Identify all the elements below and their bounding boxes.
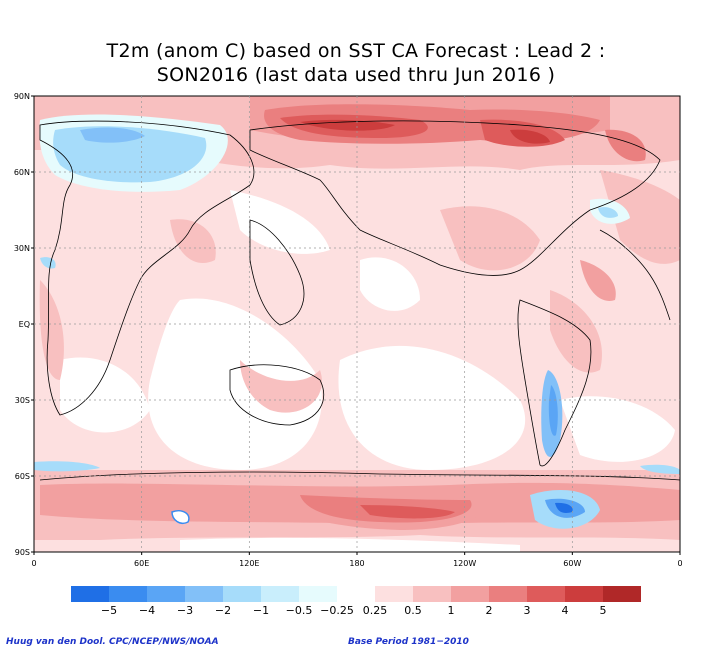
cool-regions (34, 114, 680, 529)
lat-label: 60S (15, 472, 30, 481)
legend-swatch (337, 586, 375, 602)
legend-swatch (109, 586, 147, 602)
legend-swatch (147, 586, 185, 602)
chart-title-line2: SON2016 (last data used thru Jun 2016 ) (156, 64, 556, 86)
credit-base-period: Base Period 1981−2010 (348, 637, 469, 647)
legend-label: −0.25 (320, 604, 354, 617)
legend-label: −0.5 (286, 604, 313, 617)
lat-label: 90S (15, 548, 30, 557)
legend-swatch (299, 586, 337, 602)
lon-label: 120E (239, 559, 259, 568)
lon-label: 60E (134, 559, 149, 568)
legend-swatch (489, 586, 527, 602)
legend-swatch (413, 586, 451, 602)
legend-label: 2 (486, 604, 493, 617)
legend-swatch (223, 586, 261, 602)
legend-swatch (603, 586, 641, 602)
legend-label: −2 (215, 604, 231, 617)
lon-label: 0 (677, 559, 682, 568)
legend-label: 5 (600, 604, 607, 617)
lon-label: 60W (563, 559, 581, 568)
legend-label: −3 (177, 604, 193, 617)
legend-label: −5 (101, 604, 117, 617)
lon-label: 0 (31, 559, 36, 568)
lon-label: 120W (453, 559, 476, 568)
legend-label: 0.25 (363, 604, 388, 617)
graticule (34, 96, 680, 552)
lat-label: EQ (19, 320, 30, 329)
chart-title-line1: T2m (anom C) based on SST CA Forecast : … (106, 40, 606, 62)
legend-swatch (185, 586, 223, 602)
neutral-regions (60, 190, 675, 552)
legend-label: −4 (139, 604, 155, 617)
legend-swatch (565, 586, 603, 602)
legend-swatch (375, 586, 413, 602)
legend-label: −1 (253, 604, 269, 617)
lon-label: 180 (349, 559, 364, 568)
lat-label: 30S (15, 396, 30, 405)
lat-label: 30N (14, 244, 30, 253)
legend-label: 4 (562, 604, 569, 617)
legend-swatch (261, 586, 299, 602)
legend-label: 3 (524, 604, 531, 617)
legend-label: 0.5 (404, 604, 422, 617)
legend-swatch (451, 586, 489, 602)
credit-author: Huug van den Dool. CPC/NCEP/NWS/NOAA (6, 637, 219, 647)
legend-label: 1 (448, 604, 455, 617)
legend-swatch (71, 586, 109, 602)
colorbar-legend: −5 −4 −3 −2 −1 −0.5 −0.25 0.25 0.5 1 2 3 4 5 (71, 586, 641, 617)
lat-label: 60N (14, 168, 30, 177)
legend-swatch (527, 586, 565, 602)
lat-label: 90N (14, 92, 30, 101)
